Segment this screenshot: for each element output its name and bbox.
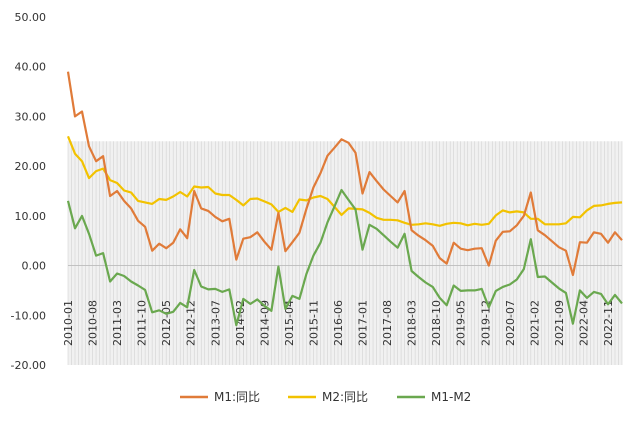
y-tick-label: 50.00 bbox=[15, 11, 47, 24]
y-tick-label: -10.00 bbox=[11, 309, 46, 322]
x-tick-label: 2019-05 bbox=[455, 300, 468, 346]
series-line-0 bbox=[66, 71, 623, 277]
y-axis: 50.00 40.00 30.00 20.00 10.00 0.00 -10.00 -20.0… bbox=[11, 11, 622, 372]
x-tick-label: 2019-12 bbox=[479, 300, 492, 346]
x-tick-label: 2011-10 bbox=[136, 300, 149, 346]
legend: M1:同比 M2:同比 M1-M2 bbox=[180, 390, 471, 404]
x-tick-label: 2022-04 bbox=[577, 300, 590, 346]
x-tick-label: 2011-03 bbox=[111, 300, 124, 346]
hatch-lines bbox=[67, 141, 623, 365]
x-tick-label: 2018-03 bbox=[406, 300, 419, 346]
y-tick-label: 10.00 bbox=[15, 210, 47, 223]
x-tick-label: 2017-01 bbox=[357, 300, 370, 346]
x-tick-label: 2012-12 bbox=[185, 300, 198, 346]
y-tick-label: 40.00 bbox=[15, 61, 47, 74]
y-tick-label: 0.00 bbox=[22, 260, 47, 273]
x-tick-label: 2010-08 bbox=[87, 300, 100, 346]
x-tick-label: 2014-09 bbox=[258, 300, 271, 346]
series-line-1 bbox=[66, 135, 623, 227]
y-tick-label: -20.00 bbox=[11, 359, 46, 372]
series-line-2 bbox=[66, 188, 623, 327]
x-tick-label: 2017-08 bbox=[381, 300, 394, 346]
x-tick-label: 2015-04 bbox=[283, 300, 296, 346]
x-tick-label: 2013-07 bbox=[209, 300, 222, 346]
legend-label: M1-M2 bbox=[431, 390, 471, 404]
y-tick-label: 30.00 bbox=[15, 110, 47, 123]
x-tick-label: 2014-02 bbox=[234, 300, 247, 346]
x-tick-label: 2020-07 bbox=[504, 300, 517, 346]
legend-label: M1:同比 bbox=[214, 390, 260, 404]
x-tick-label: 2010-01 bbox=[62, 300, 75, 346]
legend-label: M2:同比 bbox=[322, 390, 368, 404]
x-tick-label: 2022-11 bbox=[602, 300, 615, 346]
x-axis: 2010-01 2010-08 2011-03 2011-10 2012-05 2012-… bbox=[62, 300, 615, 346]
y-tick-label: 20.00 bbox=[15, 160, 47, 173]
x-tick-label: 2015-11 bbox=[307, 300, 320, 346]
x-tick-label: 2016-06 bbox=[332, 300, 345, 346]
x-tick-label: 2021-02 bbox=[528, 300, 541, 346]
x-tick-label: 2021-09 bbox=[553, 300, 566, 346]
x-tick-label: 2018-10 bbox=[430, 300, 443, 346]
series-lines bbox=[66, 71, 623, 327]
x-tick-label: 2012-05 bbox=[160, 300, 173, 346]
